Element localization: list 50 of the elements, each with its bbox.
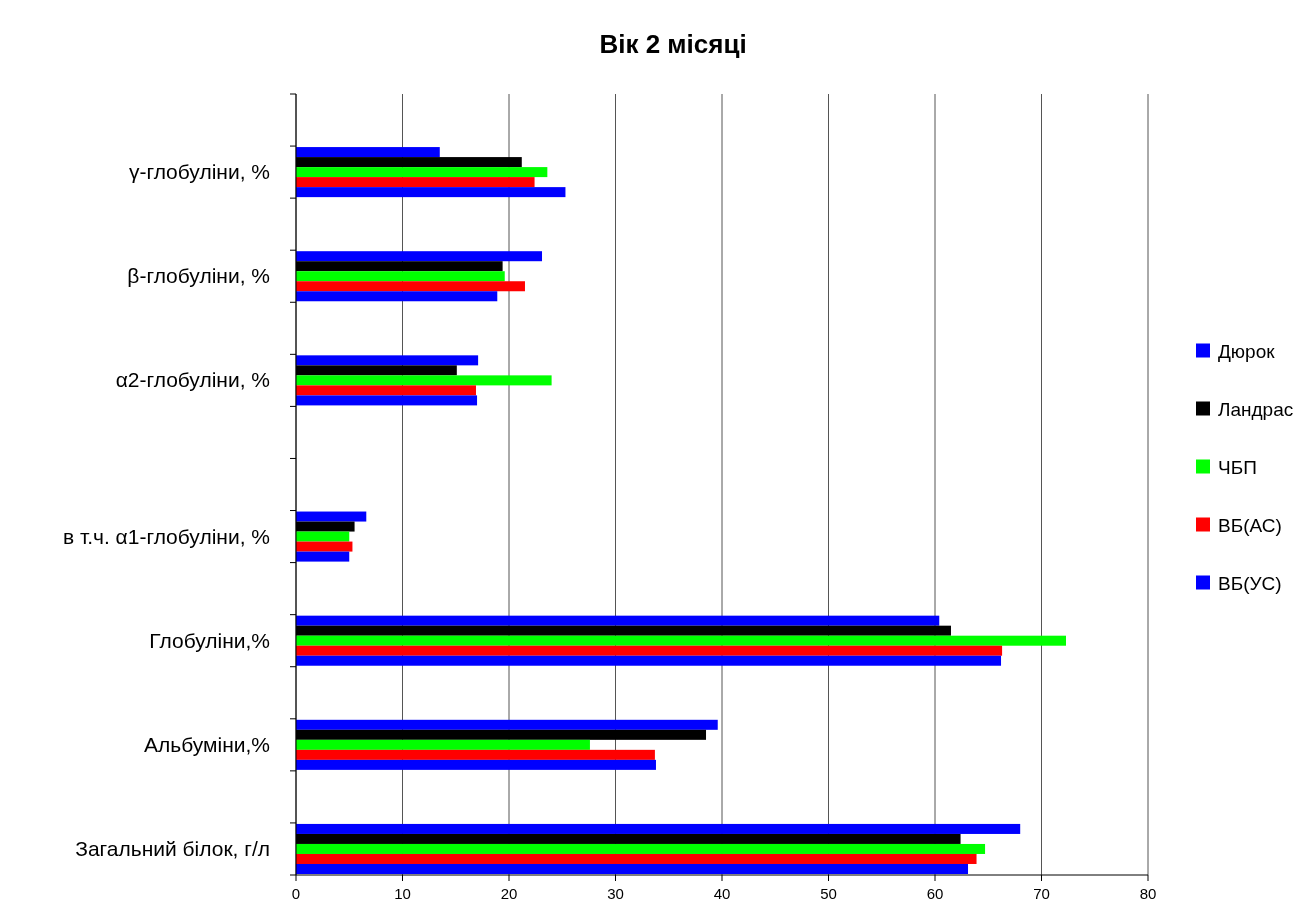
legend-label: ВБ(УС) xyxy=(1218,572,1282,594)
legend-label: Дюрок xyxy=(1218,340,1276,362)
legend-label: ЧБП xyxy=(1218,456,1257,478)
x-tick-label: 60 xyxy=(926,885,944,902)
y-tick-label: γ-глобуліни, % xyxy=(128,160,270,184)
bar xyxy=(296,655,1002,666)
bar xyxy=(296,759,656,770)
x-tick-label: 0 xyxy=(291,885,301,902)
y-tick-label: в т.ч. α1-глобуліни, % xyxy=(62,524,270,548)
bar xyxy=(296,719,718,730)
legend-label: Ландрас xyxy=(1218,398,1294,420)
bar xyxy=(296,177,535,188)
bar xyxy=(296,375,552,386)
x-tick-label: 20 xyxy=(500,885,518,902)
x-tick-label: 40 xyxy=(713,885,731,902)
y-tick-label: α2-глобуліни, % xyxy=(115,368,270,392)
bar xyxy=(296,147,440,158)
bar xyxy=(296,615,940,626)
bar xyxy=(296,395,478,406)
y-tick-label: Глобуліни,% xyxy=(149,628,270,652)
bar xyxy=(296,385,476,396)
x-tick-label: 10 xyxy=(394,885,411,902)
bar xyxy=(296,823,1021,834)
x-tick-label: 70 xyxy=(1033,885,1050,902)
bar xyxy=(296,541,353,552)
bar xyxy=(296,853,977,864)
bar xyxy=(296,187,566,198)
bar xyxy=(296,511,367,522)
bar xyxy=(296,281,525,292)
legend-label: ВБ(АС) xyxy=(1218,514,1282,536)
chart-title: Вік 2 місяці xyxy=(599,29,747,59)
bar xyxy=(296,843,986,854)
bar xyxy=(296,251,543,262)
bar xyxy=(296,635,1066,646)
y-tick-label: β-глобуліни, % xyxy=(127,264,270,288)
x-tick-label: 30 xyxy=(607,885,624,902)
y-tick-label: Альбуміни,% xyxy=(144,732,270,756)
x-tick-label: 50 xyxy=(820,885,837,902)
bar xyxy=(296,531,350,542)
bar xyxy=(296,355,479,366)
bar xyxy=(296,645,1003,656)
bar xyxy=(296,167,548,178)
bar xyxy=(296,551,350,562)
bar xyxy=(296,271,505,282)
x-tick-label: 80 xyxy=(1139,885,1157,902)
y-tick-label: Загальний білок, г/л xyxy=(75,836,270,860)
bar xyxy=(296,739,590,750)
bar xyxy=(296,749,655,760)
bar xyxy=(296,863,969,874)
bar xyxy=(296,291,498,302)
